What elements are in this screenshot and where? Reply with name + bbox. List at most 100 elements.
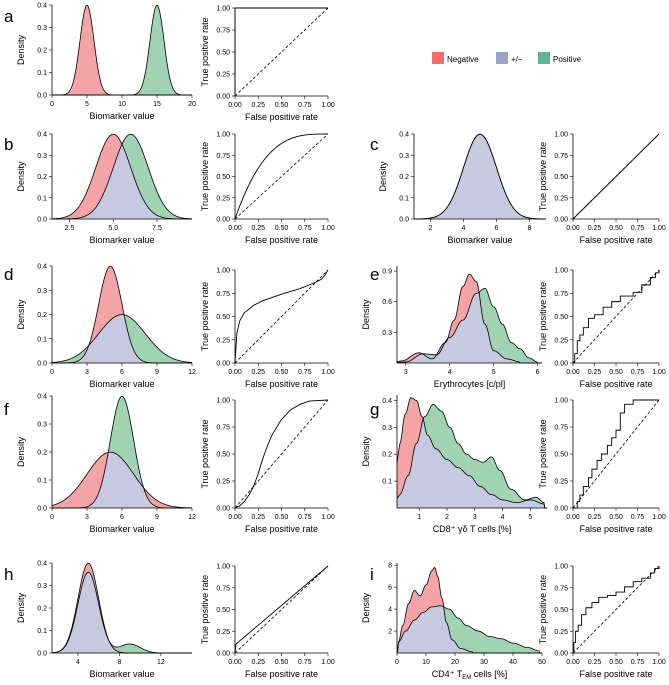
panel-h-density: 4 8 12 0.0 0.1 0.2 0.3 0.4 Biomarker value Densit… [16,561,192,679]
panel-d-roc-y-tick-label: 0.00 [216,361,230,368]
panel-letter-b: b [4,135,13,154]
panel-g-roc-x-tick-label: 0.00 [566,514,580,521]
panel-d-density: 0 3 6 9 12 0.0 0.1 0.2 0.3 0.4 Biomarker value Dens… [16,264,196,390]
panel-c-roc-x-label: False positive rate [579,235,652,245]
panel-d-roc: 0.00 0.25 0.50 0.75 1.00 0.00 0.25 0.50 0.75 1.00… [200,268,335,390]
panel-b-roc-curve [234,133,328,220]
legend-swatch-positive [538,52,550,64]
panel-a-density-x-tick-label: 20 [188,101,196,108]
panel-h-roc-y-tick-label: 0.25 [216,629,230,636]
panel-e-density-x-tick-label: 3 [404,369,408,376]
panel-i-density-x-tick-label: 10 [422,659,430,666]
panel-b-density-y-tick-label: 0.2 [37,174,47,181]
panel-f-roc-x-tick-label: 1.00 [321,514,335,521]
panel-c-density-x-tick-label: 6 [495,225,499,232]
panel-c-roc-x-tick-label: 0.75 [631,225,645,232]
panel-e-roc: 0.00 0.25 0.50 0.75 1.00 0.00 0.25 0.50 0.75 1.00… [538,268,666,390]
panel-h-roc-y-tick-label: 0.50 [216,607,230,614]
panel-d-roc-y-tick-label: 1.00 [216,268,230,275]
panel-h-roc-x-tick-label: 0.75 [298,659,312,666]
panel-e-density-x-label: Erythrocytes [c/pl] [434,379,506,389]
panel-b-roc-y-tick-label: 0.75 [216,153,230,160]
panel-e-roc-y-tick-label: 0.00 [554,361,568,368]
panel-h-roc-x-tick-label: 0.00 [228,659,242,666]
panel-h-roc-x-tick-label: 0.25 [251,659,265,666]
panel-f-roc-y-tick-label: 0.50 [216,452,230,459]
panel-c-roc: 0.00 0.25 0.50 0.75 1.00 0.00 0.25 0.50 0.75 1.00… [538,132,666,246]
panel-g-density-negative-line [396,397,547,509]
panel-f-density-y-tick-label: 0.4 [37,394,47,401]
legend-swatch-neutral [496,52,508,64]
panel-g-density-x-tick-label: 1 [417,514,421,521]
panel-f-roc-curve [234,399,329,509]
panel-g-roc: 0.00 0.25 0.50 0.75 1.00 0.00 0.25 0.50 0.75 1.00… [538,398,666,535]
panel-e-density-x-tick-label: 6 [536,369,540,376]
panel-b-roc-chance-line [234,133,329,220]
panel-e-roc-x-tick-label: 0.75 [631,369,645,376]
panel-b-density-x-label: Biomarker value [89,235,154,245]
panel-c-density-y-label: Density [378,161,388,192]
panel-g-roc-y-tick-label: 0.25 [554,479,568,486]
panel-d-density-y-tick-label: 0.1 [37,336,47,343]
panel-e-roc-y-tick-label: 0.25 [554,337,568,344]
panel-i-density-x-tick-label: 20 [451,659,459,666]
panel-h-roc-y-tick-label: 1.00 [216,564,230,571]
panel-f-density-y-tick-label: 0.1 [37,478,47,485]
panel-d-roc-x-tick-label: 1.00 [321,369,335,376]
panel-h-density-overlap-area [52,572,192,653]
panel-d-roc-curve [234,269,329,364]
panel-g-density-x-tick-label: 3 [473,514,477,521]
panel-f-roc: 0.00 0.25 0.50 0.75 1.00 0.00 0.25 0.50 0.75 1.00… [200,398,335,535]
panel-c-density-x-tick-label: 2 [429,225,433,232]
panel-c-roc-y-label: True positive rate [538,142,548,211]
panel-a-roc-y-label: True positive rate [200,17,210,86]
panel-h-density-y-tick-label: 0.0 [37,651,47,658]
panel-c-roc-curve [572,133,660,220]
panel-i-roc-x-tick-label: 0.25 [588,659,602,666]
panel-d-roc-x-label: False positive rate [245,379,318,389]
panel-e-roc-x-tick-label: 0.00 [566,369,580,376]
panel-letter-d: d [4,265,13,284]
panel-i-roc: 0.00 0.25 0.50 0.75 1.00 0.00 0.25 0.50 0.75 1.00… [538,564,666,680]
panel-i-density-x-tick-label: 50 [538,659,546,666]
panel-i-density-x-tick-label: 40 [509,659,517,666]
panel-d-density-y-tick-label: 0.2 [37,312,47,319]
panel-d-density-x-tick-label: 0 [50,369,54,376]
panel-a-density-positive-area [52,5,192,96]
panel-f-density-overlap-area [52,452,192,508]
panel-a-roc-x-tick-label: 1.00 [321,102,335,109]
panel-c-density-x-tick-label: 4 [462,225,466,232]
panel-i-roc-x-tick-label: 0.00 [566,659,580,666]
panel-h-density-y-label: Density [16,592,26,623]
panel-d-roc-chance-line [234,269,329,364]
legend: Negative +/− Positive [432,52,582,64]
panel-h-roc-y-tick-label: 0.00 [216,651,230,658]
panel-b-density-x-tick-label: 5.0 [108,225,118,232]
panel-g-roc-chance-line [572,399,660,509]
panel-e-density-x-tick-label: 4 [448,369,452,376]
panel-g-roc-y-tick-label: 0.75 [554,425,568,432]
panel-i-roc-x-label: False positive rate [579,669,652,679]
panel-g-density-y-tick-label: 0.3 [382,425,392,432]
panel-g-density-x-tick-label: 2 [445,514,449,521]
panel-g-roc-x-tick-label: 0.25 [588,514,602,521]
panel-a-density-x-tick-label: 10 [118,101,126,108]
panel-i-density-x-tick-label: 0 [395,659,399,666]
panel-c-density-y-tick-label: 0.2 [399,174,409,181]
panel-i-roc-x-tick-label: 0.75 [631,659,645,666]
panel-a-density-x-tick-label: 15 [153,101,161,108]
panel-e-roc-x-tick-label: 1.00 [652,369,666,376]
panel-f-roc-chance-line [234,399,329,509]
panel-i-roc-y-tick-label: 1.00 [554,564,568,571]
panel-a-roc-y-tick-label: 0.75 [216,28,230,35]
panel-i-roc-x-tick-label: 1.00 [652,659,666,666]
panel-b-density-x-tick-label: 7.5 [152,225,162,232]
panel-e-roc-x-tick-label: 0.25 [588,369,602,376]
panel-d-density-x-label: Biomarker value [89,379,154,389]
panel-c-density: 2 4 6 8 0.0 0.1 0.2 0.3 0.4 Biomarker value Densit… [378,132,546,245]
panel-f-density-x-tick-label: 12 [188,514,196,521]
panel-b-roc-y-tick-label: 0.25 [216,195,230,202]
panel-g-density-overlap-area [397,418,547,508]
panel-h-roc: 0.00 0.25 0.50 0.75 1.00 0.00 0.25 0.50 0.75 1.00… [200,564,335,680]
